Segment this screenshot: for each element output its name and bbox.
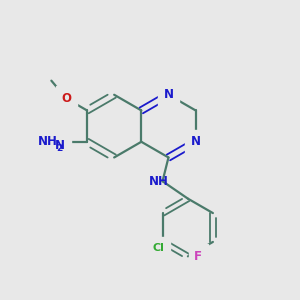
Text: Cl: Cl — [152, 243, 164, 253]
Text: N: N — [164, 88, 173, 101]
Text: O: O — [61, 92, 71, 105]
Text: 2: 2 — [56, 144, 63, 153]
Text: N: N — [190, 135, 201, 148]
Text: NH: NH — [38, 135, 58, 148]
Text: NH: NH — [149, 175, 169, 188]
Text: F: F — [194, 250, 202, 263]
Text: H: H — [56, 134, 64, 144]
Text: N: N — [55, 139, 65, 152]
